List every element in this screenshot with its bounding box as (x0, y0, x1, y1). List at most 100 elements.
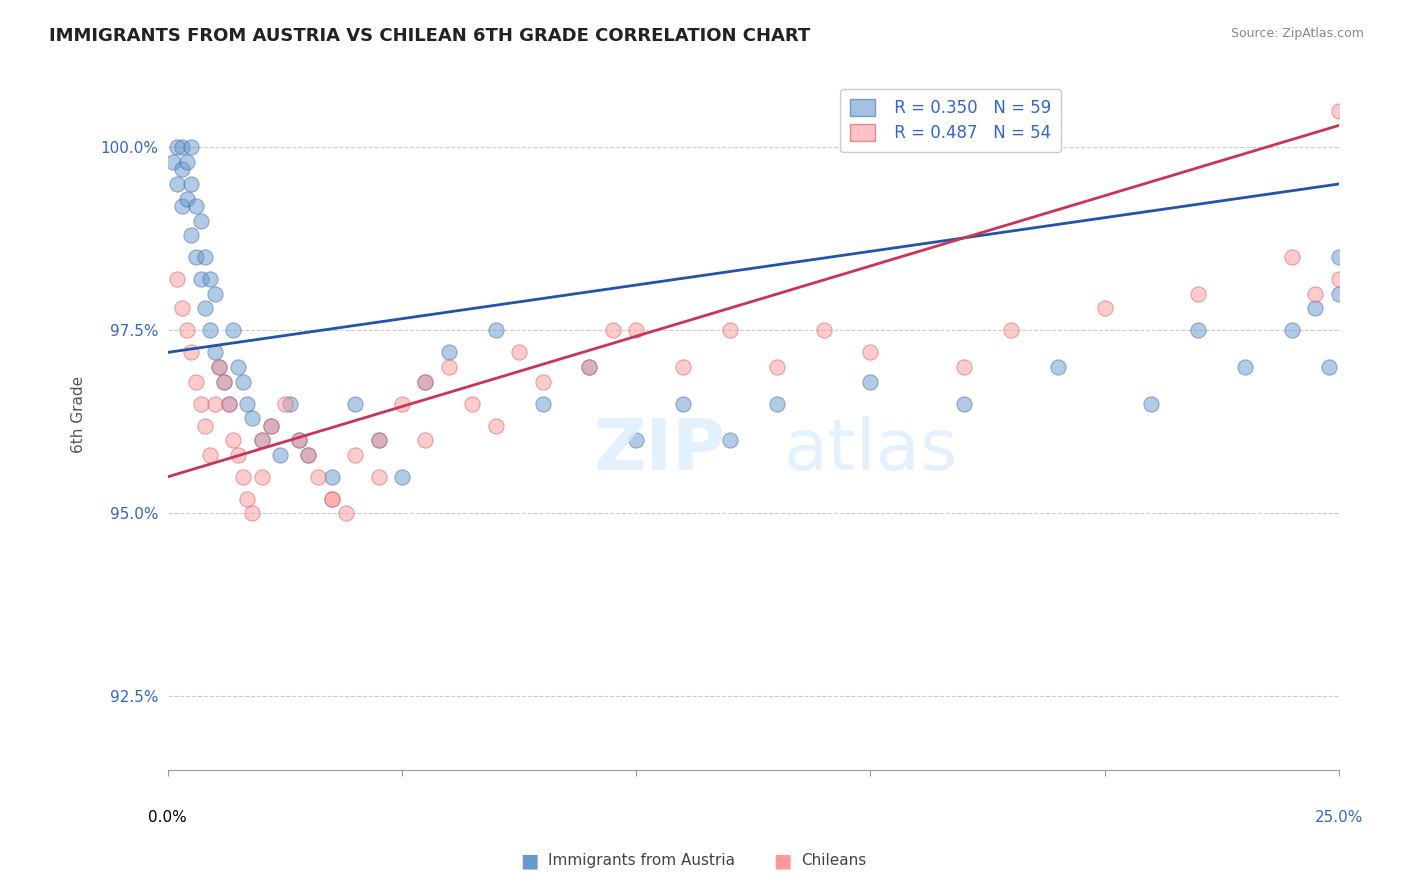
Point (222, 323, 245, 337)
Point (1000, 323, 1022, 337)
Point (176, 323, 198, 337)
Point (578, 359, 600, 374)
Point (953, 396, 976, 410)
Point (1327, 103, 1350, 118)
Point (367, 433, 389, 447)
Point (321, 491, 343, 506)
Point (250, 433, 273, 447)
Point (437, 345, 460, 359)
Point (297, 448, 319, 462)
Point (367, 470, 389, 484)
Text: Source: ZipAtlas.com: Source: ZipAtlas.com (1230, 27, 1364, 40)
Point (578, 359, 600, 374)
Point (953, 359, 976, 374)
Point (321, 491, 343, 506)
Point (765, 359, 787, 374)
Point (166, 272, 188, 286)
Point (461, 396, 484, 410)
Point (859, 345, 882, 359)
Point (278, 396, 301, 410)
Point (184, 199, 207, 213)
Point (198, 448, 221, 462)
Point (184, 375, 207, 389)
Point (1303, 301, 1326, 316)
Point (208, 359, 231, 374)
Point (297, 448, 319, 462)
Point (198, 272, 221, 286)
Point (218, 396, 240, 410)
Point (288, 433, 311, 447)
Point (485, 418, 508, 433)
Point (321, 470, 343, 484)
Point (236, 396, 259, 410)
Point (274, 396, 297, 410)
Point (232, 470, 254, 484)
Point (531, 375, 554, 389)
Point (204, 286, 226, 301)
Point (180, 345, 202, 359)
Point (437, 359, 460, 374)
Point (269, 448, 291, 462)
Point (260, 418, 283, 433)
Point (1303, 286, 1326, 301)
Point (222, 433, 245, 447)
Point (1187, 286, 1209, 301)
Point (240, 411, 263, 425)
Point (208, 359, 231, 374)
Text: 0.0%: 0.0% (149, 810, 187, 825)
Point (718, 433, 741, 447)
Point (1046, 359, 1069, 374)
Point (170, 199, 193, 213)
Point (1281, 323, 1303, 337)
Text: Immigrants from Austria: Immigrants from Austria (548, 854, 735, 868)
Point (190, 213, 212, 227)
Text: atlas: atlas (783, 416, 957, 484)
Point (508, 345, 530, 359)
Point (415, 433, 437, 447)
Point (170, 301, 193, 316)
Point (190, 272, 212, 286)
Point (307, 470, 329, 484)
Point (1327, 272, 1350, 286)
Point (180, 177, 202, 191)
Point (672, 396, 695, 410)
Point (415, 375, 437, 389)
Point (1327, 286, 1350, 301)
Point (180, 140, 202, 154)
Point (344, 396, 367, 410)
Text: Chileans: Chileans (801, 854, 866, 868)
Point (184, 250, 207, 264)
Point (260, 418, 283, 433)
Point (415, 375, 437, 389)
Point (250, 433, 273, 447)
Point (212, 375, 235, 389)
Point (166, 140, 188, 154)
Text: ZIP: ZIP (593, 416, 725, 484)
Text: ■: ■ (773, 851, 792, 871)
Point (859, 375, 882, 389)
Point (485, 323, 508, 337)
Point (226, 359, 249, 374)
Point (288, 433, 311, 447)
Point (240, 507, 263, 521)
Point (344, 448, 367, 462)
Point (765, 396, 787, 410)
Point (391, 470, 413, 484)
Point (335, 507, 357, 521)
Point (1094, 301, 1116, 316)
Point (204, 345, 226, 359)
Point (232, 375, 254, 389)
Point (162, 155, 184, 169)
Point (176, 192, 198, 206)
Point (1327, 250, 1350, 264)
Point (194, 301, 217, 316)
Y-axis label: 6th Grade: 6th Grade (72, 376, 86, 453)
Point (180, 228, 202, 243)
Point (624, 433, 647, 447)
Point (624, 323, 647, 337)
Point (1234, 359, 1257, 374)
Point (1317, 359, 1340, 374)
Point (212, 375, 235, 389)
Point (250, 470, 273, 484)
Point (718, 323, 741, 337)
